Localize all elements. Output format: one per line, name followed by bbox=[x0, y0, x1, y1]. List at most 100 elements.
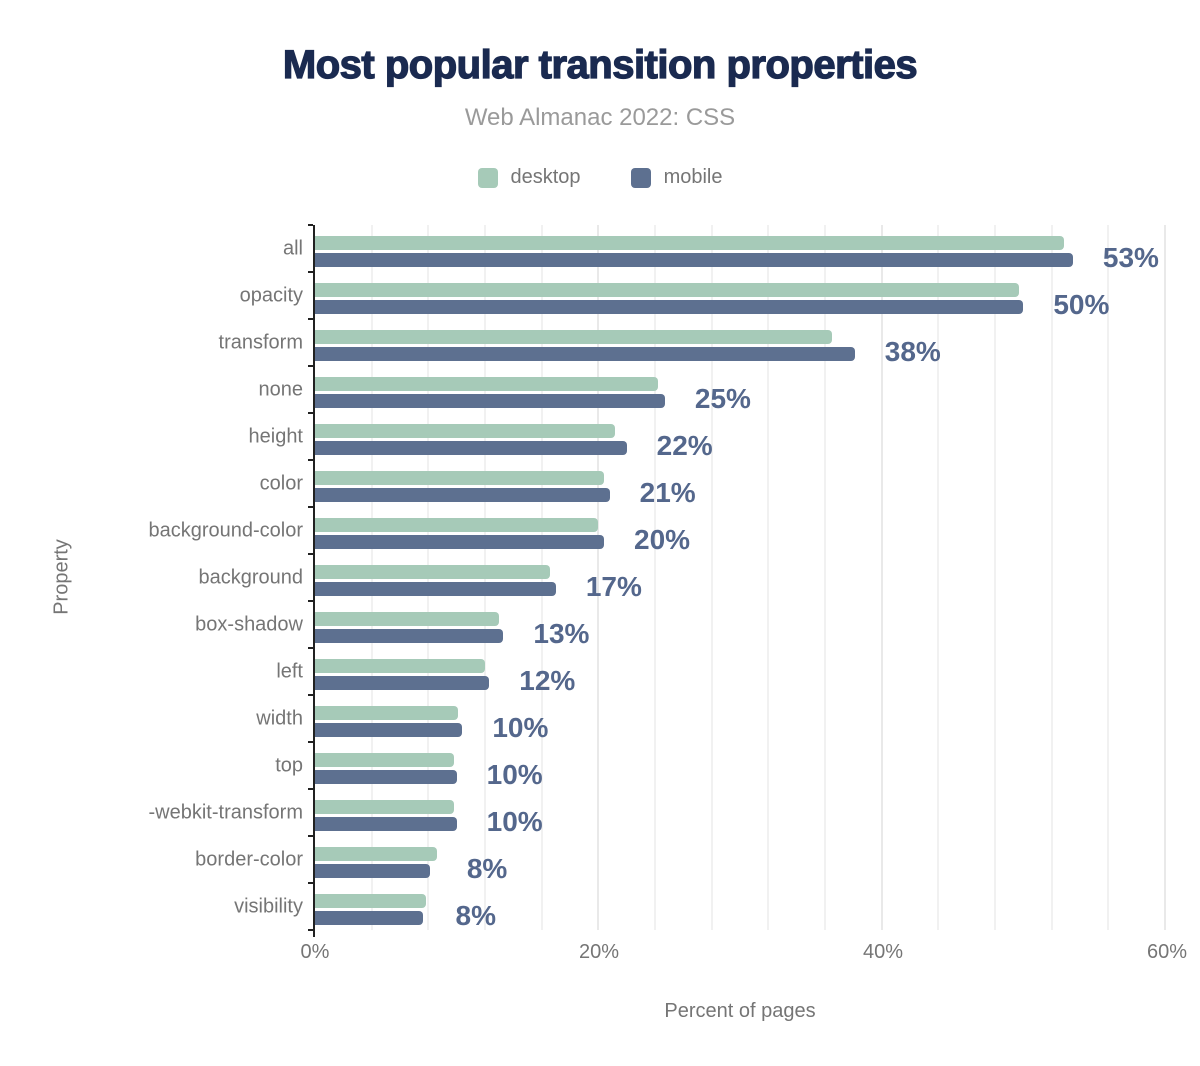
y-axis-tick bbox=[308, 694, 313, 696]
y-axis-tick bbox=[308, 553, 313, 555]
bar-desktop bbox=[315, 753, 454, 767]
bar-mobile bbox=[315, 676, 490, 690]
category-label: background bbox=[198, 566, 303, 589]
bar-row-visibility: visibility 8% bbox=[234, 883, 1165, 931]
legend-swatch-icon bbox=[630, 167, 651, 188]
value-label: 50% bbox=[1053, 289, 1110, 320]
gridline-minor bbox=[994, 225, 996, 930]
bar-desktop bbox=[315, 330, 833, 344]
legend-label: mobile bbox=[663, 166, 723, 188]
category-label: border-color bbox=[195, 848, 303, 871]
gridline-minor bbox=[1050, 225, 1053, 930]
category-label: visibility bbox=[234, 895, 303, 918]
category-label: none bbox=[258, 378, 304, 401]
bar-desktop bbox=[315, 518, 599, 532]
chart-subtitle: Web Almanac 2022: CSS bbox=[464, 104, 736, 131]
bar-row--webkit-transform: -webkit-transform 10% bbox=[149, 789, 1165, 837]
gridline-major bbox=[1164, 225, 1166, 930]
y-axis-line bbox=[313, 930, 315, 937]
value-label: 8% bbox=[455, 900, 496, 931]
bar-desktop bbox=[315, 894, 426, 908]
value-label: 22% bbox=[656, 430, 713, 461]
bar-desktop bbox=[315, 377, 658, 391]
value-label: 8% bbox=[466, 853, 508, 884]
y-axis-tick bbox=[308, 882, 313, 884]
bar-row-background-color: background-color 20% bbox=[148, 507, 1165, 555]
category-label: transform bbox=[218, 331, 303, 354]
legend-item-mobile[interactable]: mobile bbox=[630, 166, 723, 189]
y-axis-tick bbox=[308, 506, 313, 508]
bar-row-transform: transform 38% bbox=[219, 319, 1165, 367]
x-tick-label: 20% bbox=[578, 941, 620, 963]
y-axis-tick bbox=[308, 929, 313, 931]
chart-title: Most popular transition properties bbox=[282, 42, 918, 87]
bar-desktop bbox=[315, 612, 500, 626]
y-axis-tick bbox=[308, 459, 313, 461]
x-axis-title: Percent of pages bbox=[664, 1000, 816, 1022]
category-label: top bbox=[275, 754, 303, 777]
bar-row-none: none 25% bbox=[259, 366, 1165, 414]
gridline-minor bbox=[767, 225, 770, 930]
category-label: box-shadow bbox=[195, 613, 303, 636]
bar-row-box-shadow: box-shadow 13% bbox=[195, 601, 1165, 649]
bar-row-left: left 12% bbox=[276, 648, 1165, 696]
bar-desktop bbox=[315, 847, 437, 861]
value-label: 10% bbox=[486, 806, 543, 837]
value-label: 13% bbox=[533, 618, 590, 649]
x-tick-label: 0% bbox=[300, 941, 330, 963]
bar-mobile bbox=[315, 817, 457, 831]
y-axis-tick bbox=[308, 412, 313, 414]
bar-desktop bbox=[315, 659, 485, 673]
category-label: background-color bbox=[148, 519, 303, 542]
bar-desktop bbox=[315, 236, 1065, 250]
bar-mobile bbox=[315, 300, 1024, 314]
value-label: 17% bbox=[585, 571, 642, 602]
bar-mobile bbox=[315, 864, 430, 878]
bar-mobile bbox=[315, 394, 665, 408]
value-label: 10% bbox=[492, 712, 549, 743]
bar-desktop bbox=[315, 565, 551, 579]
category-label: -webkit-transform bbox=[148, 801, 303, 824]
category-label: width bbox=[256, 707, 303, 730]
legend: desktop mobile bbox=[0, 166, 1200, 189]
category-label: all bbox=[282, 237, 303, 260]
bar-row-height: height 22% bbox=[249, 413, 1165, 461]
bar-desktop bbox=[315, 283, 1020, 297]
y-axis-tick bbox=[308, 600, 313, 602]
bar-mobile bbox=[315, 253, 1073, 267]
category-label: color bbox=[259, 472, 303, 495]
gridline-minor bbox=[710, 225, 713, 930]
bar-mobile bbox=[315, 441, 627, 455]
y-axis-tick bbox=[308, 365, 313, 367]
bar-row-all: all 53% bbox=[283, 225, 1165, 273]
value-label: 21% bbox=[639, 477, 696, 508]
category-label: opacity bbox=[239, 284, 303, 307]
bar-mobile bbox=[315, 911, 423, 925]
bar-row-top: top 10% bbox=[275, 742, 1165, 790]
legend-label: desktop bbox=[510, 166, 581, 188]
category-label: height bbox=[248, 425, 304, 448]
legend-swatch-icon bbox=[477, 167, 498, 188]
x-tick-label: 40% bbox=[862, 941, 904, 963]
value-label: 10% bbox=[486, 759, 543, 790]
bar-desktop bbox=[315, 706, 459, 720]
gridline-minor bbox=[1107, 225, 1110, 930]
bar-row-color: color 21% bbox=[260, 460, 1165, 508]
value-label: 53% bbox=[1102, 242, 1159, 273]
gridline-minor bbox=[937, 225, 940, 930]
gridline-major bbox=[880, 225, 883, 930]
bar-row-opacity: opacity 50% bbox=[240, 272, 1165, 320]
y-axis-tick bbox=[308, 318, 313, 320]
bar-mobile bbox=[315, 347, 855, 361]
category-label: left bbox=[276, 660, 303, 683]
plot-area: all 53% opacity 50% transform 38% none 25% heigh… bbox=[148, 224, 1166, 937]
bar-mobile bbox=[315, 488, 610, 502]
bar-desktop bbox=[315, 800, 454, 814]
bar-row-border-color: border-color 8% bbox=[195, 836, 1165, 884]
value-label: 25% bbox=[694, 383, 751, 414]
legend-item-desktop[interactable]: desktop bbox=[477, 166, 581, 189]
y-axis-title: Property bbox=[50, 539, 73, 615]
bar-desktop bbox=[315, 471, 604, 485]
value-label: 38% bbox=[884, 336, 941, 367]
value-label: 12% bbox=[519, 665, 576, 696]
